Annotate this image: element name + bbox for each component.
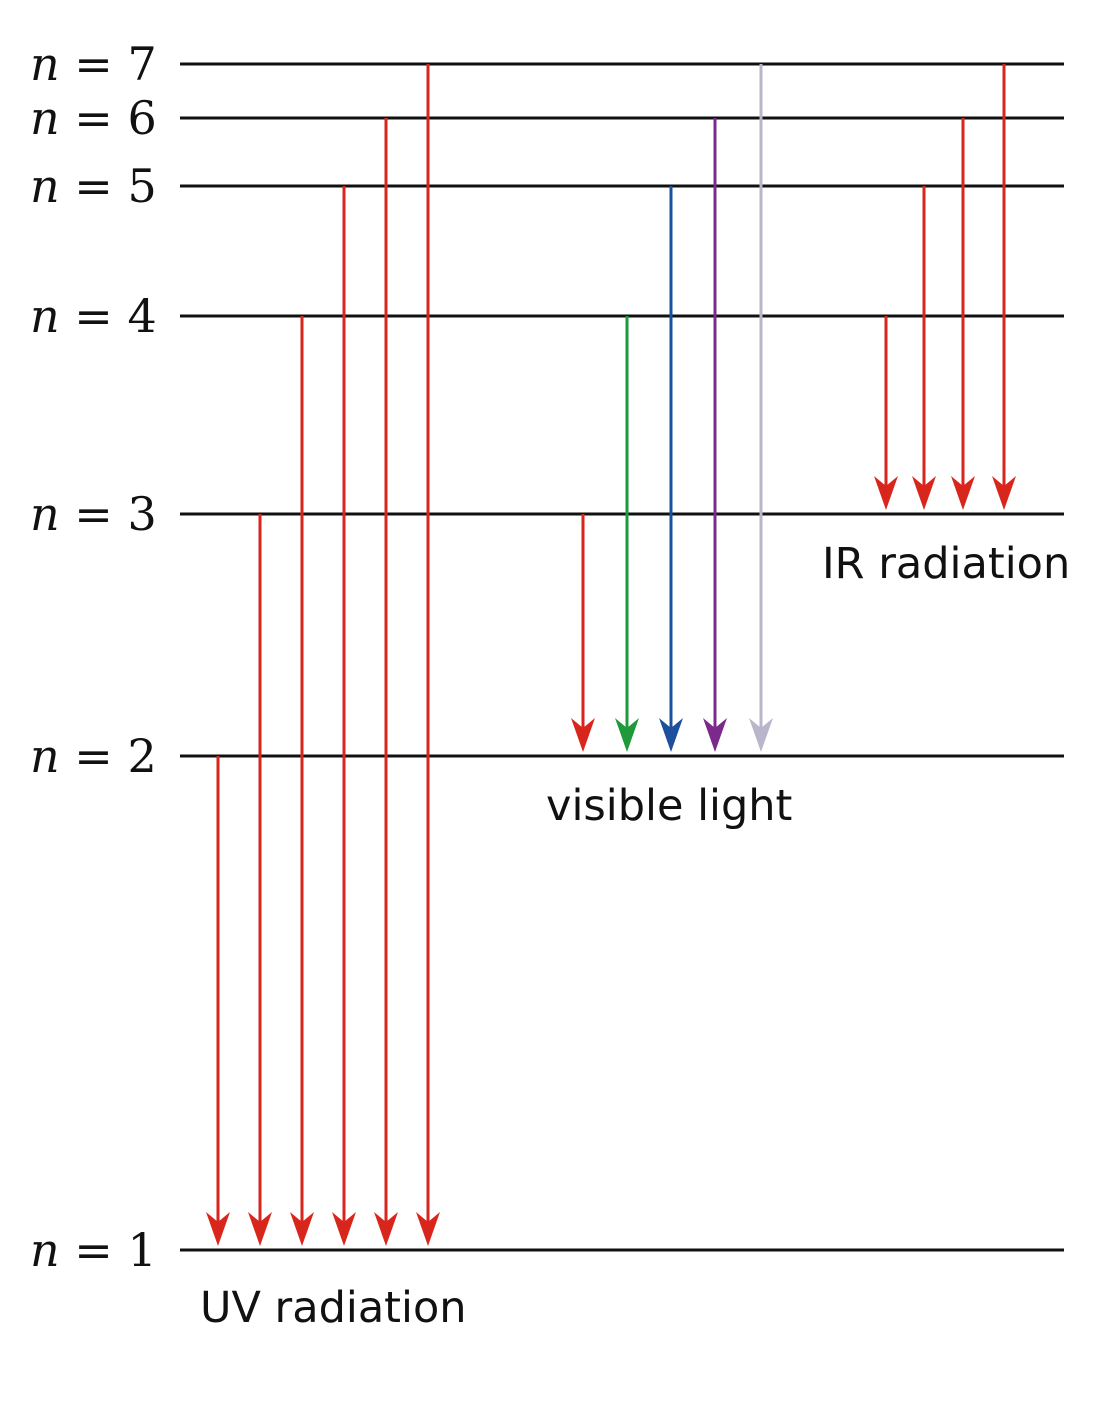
- level-label-n1: n = 1: [30, 1223, 157, 1277]
- level-label-n3: n = 3: [30, 487, 157, 541]
- level-var: n: [30, 289, 60, 343]
- level-var: n: [30, 91, 60, 145]
- series-1-arrows: [206, 64, 440, 1246]
- level-number: 1: [127, 1223, 156, 1277]
- energy-level-4: n = 4: [30, 289, 1064, 343]
- level-label-n4: n = 4: [30, 289, 157, 343]
- level-number: 3: [127, 487, 156, 541]
- arrowhead-icon: [571, 718, 595, 752]
- arrowhead-icon: [992, 476, 1016, 510]
- series-label-1: UV radiation: [200, 1283, 467, 1333]
- energy-level-7: n = 7: [30, 37, 1064, 91]
- series-3-arrows: [874, 64, 1016, 510]
- arrow-n4-to-n3: [874, 316, 898, 510]
- level-equals: =: [60, 729, 128, 783]
- level-var: n: [30, 487, 60, 541]
- arrow-n7-to-n1: [416, 64, 440, 1246]
- arrow-n6-to-n3: [951, 118, 975, 510]
- arrow-n2-to-n1: [206, 756, 230, 1246]
- energy-level-3: n = 3: [30, 487, 1064, 541]
- arrowhead-icon: [874, 476, 898, 510]
- arrow-n5-to-n2: [659, 186, 683, 752]
- arrowhead-icon: [615, 718, 639, 752]
- arrowhead-icon: [749, 718, 773, 752]
- energy-level-5: n = 5: [30, 159, 1064, 213]
- energy-levels: n = 1n = 2n = 3n = 4n = 5n = 6n = 7: [30, 37, 1064, 1277]
- arrow-n4-to-n2: [615, 316, 639, 752]
- level-equals: =: [60, 91, 128, 145]
- arrow-n4-to-n1: [290, 316, 314, 1246]
- level-equals: =: [60, 37, 128, 91]
- arrowhead-icon: [416, 1212, 440, 1246]
- level-label-n7: n = 7: [30, 37, 157, 91]
- level-number: 4: [127, 289, 156, 343]
- level-equals: =: [60, 289, 128, 343]
- level-equals: =: [60, 159, 128, 213]
- arrow-n3-to-n1: [248, 514, 272, 1246]
- level-number: 2: [127, 729, 156, 783]
- arrowhead-icon: [951, 476, 975, 510]
- level-var: n: [30, 159, 60, 213]
- transition-arrows: [206, 64, 1016, 1246]
- arrowhead-icon: [206, 1212, 230, 1246]
- arrow-n7-to-n3: [992, 64, 1016, 510]
- level-label-n6: n = 6: [30, 91, 157, 145]
- arrowhead-icon: [703, 718, 727, 752]
- energy-level-6: n = 6: [30, 91, 1064, 145]
- series-label-2: visible light: [546, 781, 792, 831]
- level-var: n: [30, 1223, 60, 1277]
- arrowhead-icon: [374, 1212, 398, 1246]
- level-var: n: [30, 729, 60, 783]
- arrow-n3-to-n2: [571, 514, 595, 752]
- level-equals: =: [60, 1223, 128, 1277]
- level-number: 6: [127, 91, 156, 145]
- level-number: 5: [127, 159, 156, 213]
- arrowhead-icon: [290, 1212, 314, 1246]
- arrow-n6-to-n1: [374, 118, 398, 1246]
- level-number: 7: [127, 37, 156, 91]
- arrowhead-icon: [659, 718, 683, 752]
- arrowhead-icon: [912, 476, 936, 510]
- arrowhead-icon: [248, 1212, 272, 1246]
- arrow-n5-to-n1: [332, 186, 356, 1246]
- level-var: n: [30, 37, 60, 91]
- arrowhead-icon: [332, 1212, 356, 1246]
- arrow-n6-to-n2: [703, 118, 727, 752]
- level-equals: =: [60, 487, 128, 541]
- energy-level-1: n = 1: [30, 1223, 1064, 1277]
- arrow-n5-to-n3: [912, 186, 936, 510]
- series-2-arrows: [571, 64, 773, 752]
- series-labels: UV radiation visible light IR radiation: [200, 539, 1070, 1333]
- level-label-n5: n = 5: [30, 159, 157, 213]
- energy-level-2: n = 2: [30, 729, 1064, 783]
- series-label-3: IR radiation: [822, 539, 1070, 589]
- level-label-n2: n = 2: [30, 729, 157, 783]
- arrow-n7-to-n2: [749, 64, 773, 752]
